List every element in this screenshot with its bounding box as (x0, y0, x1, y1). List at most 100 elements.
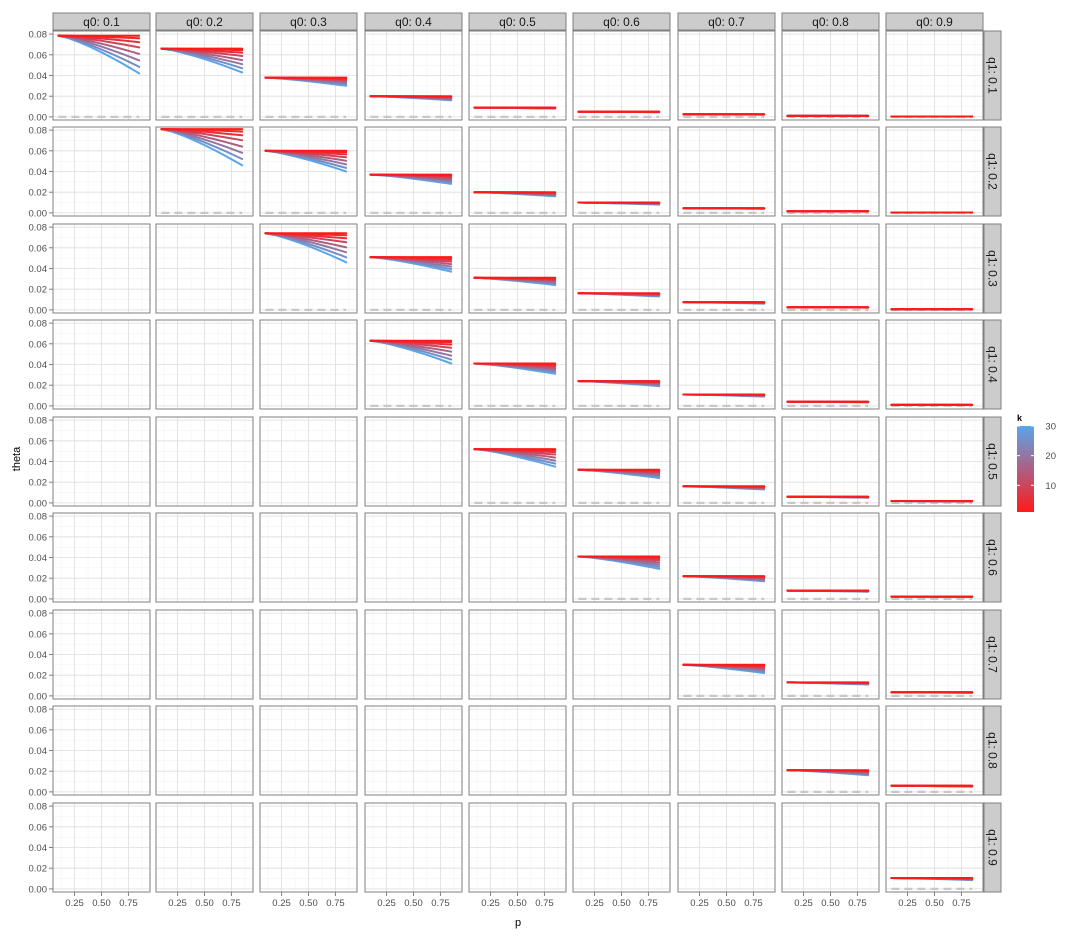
facet-panel (885, 705, 984, 796)
facet-panel (468, 126, 567, 217)
facet-panel (468, 512, 567, 603)
column-strip-background (885, 12, 984, 31)
x-tick-label: 0.75 (222, 898, 241, 909)
y-tick-label: 0.02 (29, 381, 48, 392)
facet-panel (885, 512, 984, 603)
facet-panel (677, 609, 776, 700)
panel-series (473, 362, 557, 407)
panel-border (468, 126, 567, 217)
facet-panel (52, 126, 151, 217)
column-strip: q0: 0.3 (259, 12, 358, 31)
facet-panel (781, 416, 880, 507)
facet-panel (468, 30, 567, 121)
panel-border (364, 126, 463, 217)
panel-series (682, 663, 766, 697)
facet-panel (468, 802, 567, 893)
panel-series (577, 292, 661, 311)
x-tick-label: 0.25 (794, 898, 813, 909)
row-strip-background (983, 223, 1002, 314)
panel-series (786, 495, 870, 504)
row-strip-background (983, 705, 1002, 796)
panel-border (572, 126, 671, 217)
facet-panel (677, 126, 776, 217)
axes-layer: 0.00 0.02 0.04 0.06 0.08 0.00 0.02 0.04 0.06 0.08… (29, 30, 971, 909)
facet-panel (364, 705, 463, 796)
x-tick-label: 0.75 (119, 898, 138, 909)
y-tick-label: 0.00 (29, 691, 48, 702)
x-tick-label: 0.50 (299, 898, 318, 909)
panel-border (781, 223, 880, 314)
column-strip-label: q0: 0.4 (395, 15, 432, 29)
y-tick-label: 0.06 (29, 532, 48, 543)
panel-series (473, 106, 557, 118)
row-strip: q1: 0.7 (983, 609, 1002, 700)
facet-panel (52, 223, 151, 314)
y-tick-label: 0.00 (29, 305, 48, 316)
x-tick-label: 0.50 (404, 898, 423, 909)
row-strip-label: q1: 0.1 (986, 57, 1000, 94)
panel-border (468, 512, 567, 603)
y-tick-label: 0.02 (29, 188, 48, 199)
facet-panel (572, 30, 671, 121)
y-tick-label: 0.06 (29, 146, 48, 157)
column-strip-label: q0: 0.2 (186, 15, 223, 29)
facet-panel (259, 609, 358, 700)
row-strip-background (983, 319, 1002, 410)
y-tick-label: 0.04 (29, 457, 48, 468)
x-tick-label: 0.25 (585, 898, 604, 909)
panel-border (468, 609, 567, 700)
row-strip-label: q1: 0.2 (986, 153, 1000, 190)
panel-series (577, 468, 661, 504)
panel-border (155, 223, 254, 314)
facet-panel (677, 223, 776, 314)
x-tick-label: 0.75 (535, 898, 554, 909)
panel-series (577, 110, 661, 118)
panel-border (364, 416, 463, 507)
row-strip: q1: 0.9 (983, 802, 1002, 893)
x-tick-label: 0.25 (898, 898, 917, 909)
facet-panel (572, 223, 671, 314)
y-tick-label: 0.08 (29, 802, 48, 813)
facet-panel (885, 126, 984, 217)
x-tick-label: 0.25 (481, 898, 500, 909)
panel-border (364, 319, 463, 410)
x-tick-label: 0.75 (952, 898, 971, 909)
row-strip: q1: 0.1 (983, 30, 1002, 121)
facet-panel (677, 416, 776, 507)
y-tick-label: 0.06 (29, 50, 48, 61)
panel-border (885, 416, 984, 507)
panel-series (473, 448, 557, 504)
facet-panel (155, 802, 254, 893)
y-axis-title: theta (11, 446, 23, 471)
y-tick-label: 0.02 (29, 864, 48, 875)
panel-border (885, 705, 984, 796)
panel-series (473, 276, 557, 311)
facet-panel (52, 802, 151, 893)
x-tick-label: 0.50 (925, 898, 944, 909)
facet-panel (677, 30, 776, 121)
row-strip-label: q1: 0.9 (986, 829, 1000, 866)
facet-panel (364, 802, 463, 893)
x-tick-label: 0.25 (65, 898, 84, 909)
facet-panel (52, 705, 151, 796)
panel-series (890, 308, 974, 311)
panel-series (682, 575, 766, 600)
panel-border (572, 30, 671, 121)
y-tick-label: 0.00 (29, 787, 48, 798)
column-strip-label: q0: 0.1 (83, 15, 120, 29)
legend-break-label: 20 (1045, 451, 1056, 462)
panel-border (155, 512, 254, 603)
y-tick-label: 0.06 (29, 243, 48, 254)
y-tick-label: 0.02 (29, 671, 48, 682)
facet-panel (781, 512, 880, 603)
panel-series (890, 877, 974, 890)
column-strip-label: q0: 0.8 (812, 15, 849, 29)
column-strip-background (677, 12, 776, 31)
facet-panel (364, 609, 463, 700)
facet-panel (52, 609, 151, 700)
panel-border (155, 416, 254, 507)
y-tick-label: 0.08 (29, 705, 48, 716)
panel-border (677, 512, 776, 603)
legend-break-label: 30 (1045, 422, 1056, 433)
column-strip: q0: 0.7 (677, 12, 776, 31)
